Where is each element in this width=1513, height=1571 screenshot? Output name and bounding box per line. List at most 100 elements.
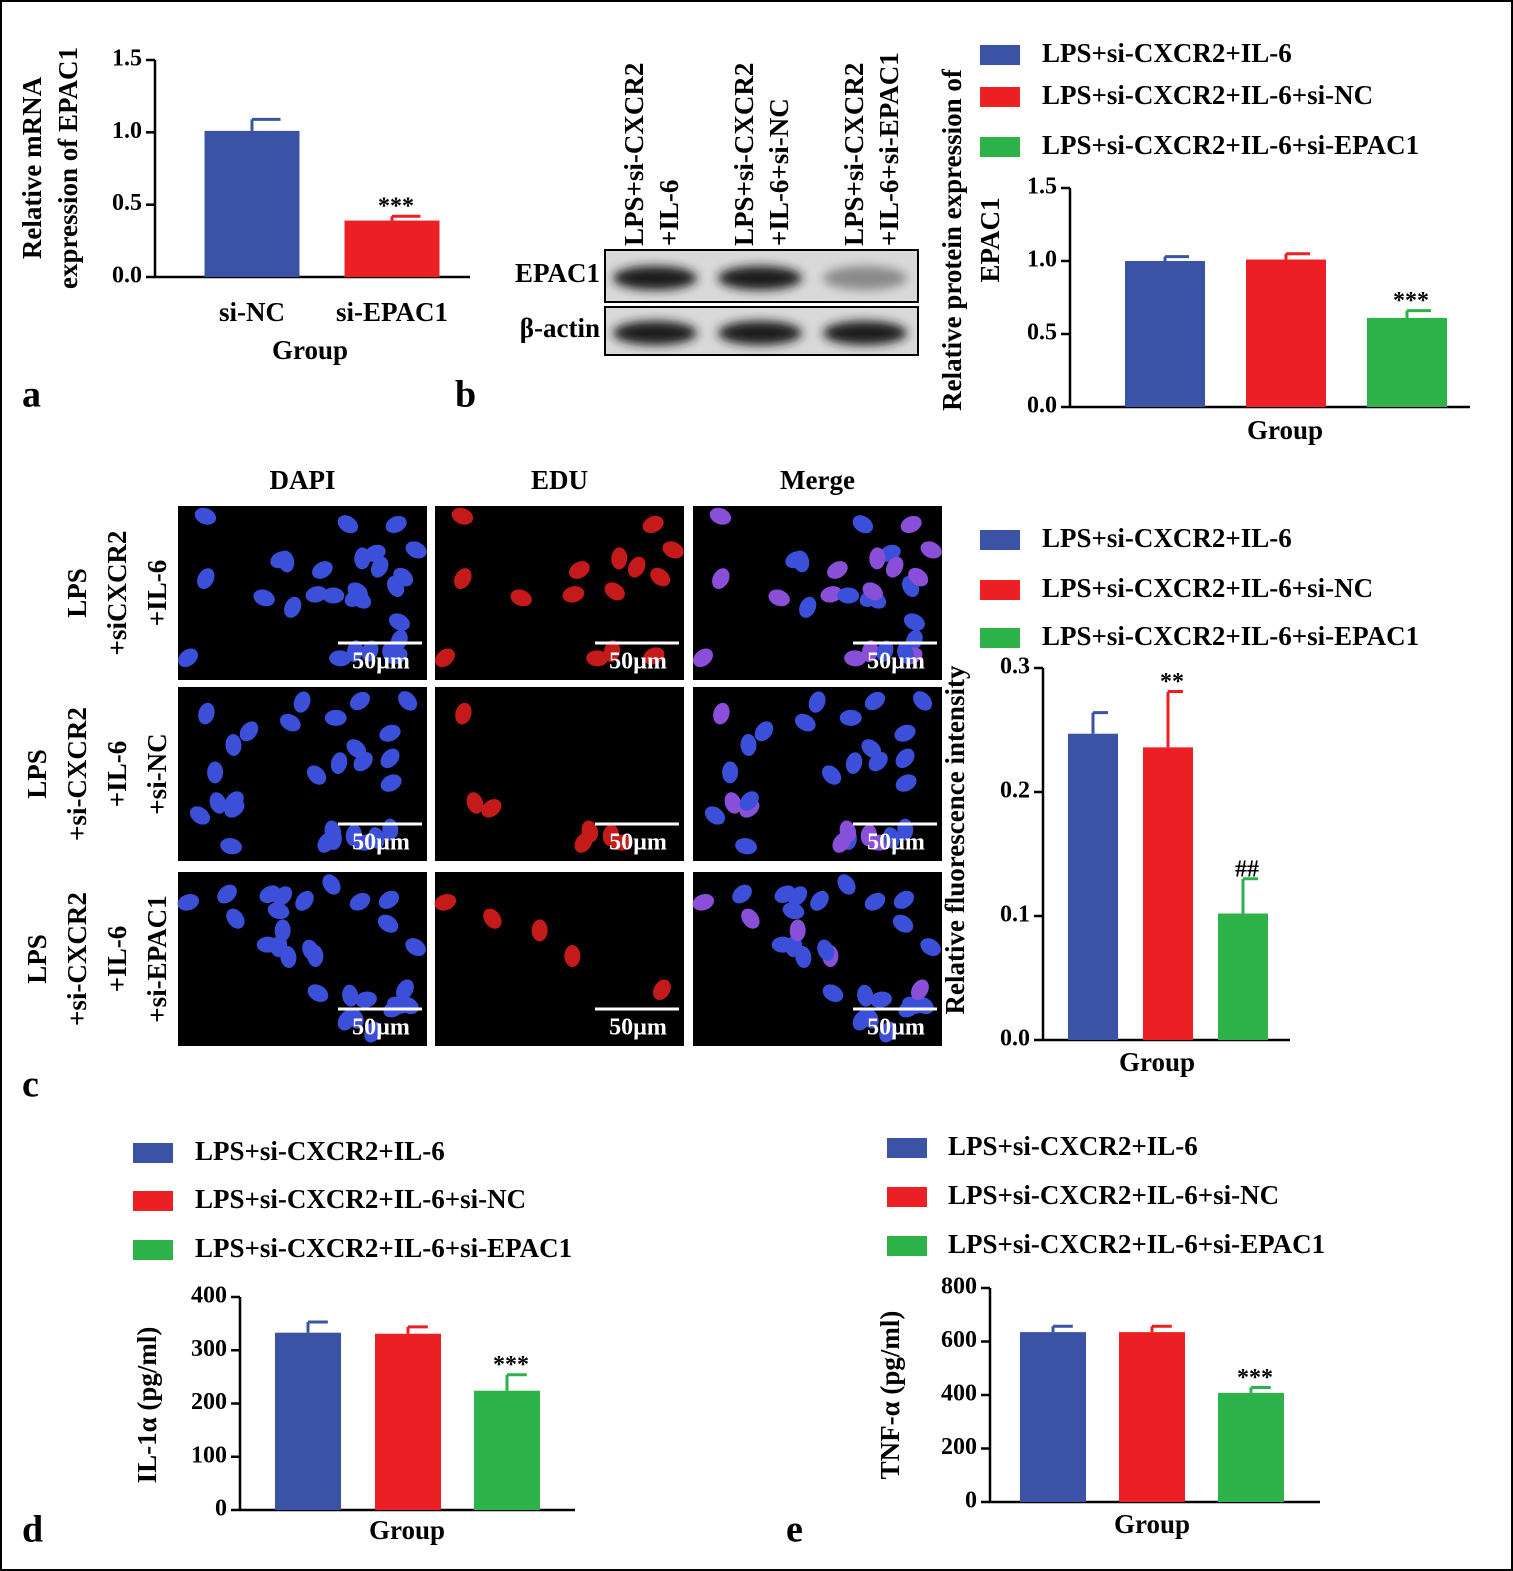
bar [375,1333,441,1510]
nucleus [642,515,664,534]
nucleus [307,765,327,785]
legend-swatch [887,1236,927,1256]
nucleus [662,541,684,559]
nucleus [876,640,894,662]
nucleus [329,650,352,667]
y-tick-label: 1.0 [1027,247,1057,273]
row-label: +si-NC [142,733,172,814]
panel-label: a [22,374,41,416]
x-tick-label: si-EPAC1 [336,297,448,327]
bar [275,1332,341,1510]
scale-bar-label: 50µm [867,830,925,856]
column-label: EDU [531,465,588,495]
nucleus [604,582,625,601]
nucleus [908,567,929,587]
nucleus [722,761,739,784]
nucleus [279,713,301,732]
nucleus [267,902,290,920]
y-tick-label: 0.2 [1000,778,1030,804]
blot-band [718,266,802,290]
x-axis-label: Group [1247,415,1323,445]
lane-label: LPS+si-CXCR2 [619,63,649,246]
nucleus [768,589,790,607]
y-axis-label: EPAC1 [975,198,1005,283]
nucleus [817,939,835,961]
scale-bar-label: 50µm [352,830,410,856]
nucleus [510,589,532,607]
nucleus [920,541,942,559]
legend-swatch [887,1187,927,1207]
bar [1143,747,1193,1040]
bar [474,1390,540,1510]
bar [1367,317,1447,407]
nucleus [347,582,368,601]
y-tick-label: 0.5 [112,190,142,216]
panel-label: b [455,374,476,416]
legend-swatch [887,1138,927,1158]
nucleus [692,893,715,911]
nucleus [305,586,328,603]
nucleus [861,739,882,758]
y-tick-label: 0.1 [1000,902,1030,928]
y-tick-label: 100 [191,1442,227,1468]
legend-swatch [133,1143,173,1163]
legend-label: LPS+si-CXCR2+IL-6+si-EPAC1 [1042,621,1419,651]
nucleus [224,791,244,811]
x-axis-label: Group [272,335,348,365]
nucleus [740,734,757,756]
nucleus [844,650,867,667]
y-tick-label: 0.3 [1000,654,1030,680]
y-axis-label: Relative protein expression of [937,68,967,411]
y-axis-label: TNF-α (pg/ml) [875,1311,905,1480]
nucleus [209,792,227,814]
row-label: +si-CXCR2 [62,892,92,1026]
nucleus [754,721,774,742]
y-axis-label: Relative mRNA [17,76,47,259]
scale-bar-label: 50µm [352,649,410,675]
nucleus [862,582,883,601]
nucleus [920,938,941,956]
error-bar [250,117,281,131]
scale-bar-label: 50µm [352,1015,410,1041]
x-axis-label: Group [1114,1509,1190,1539]
bar [1125,261,1205,407]
bar [1246,259,1326,407]
nucleus [839,709,862,726]
nucleus [364,1021,382,1043]
error-bar [505,1373,527,1391]
nucleus [256,936,279,953]
legend-label: LPS+si-CXCR2+IL-6 [1042,38,1292,68]
row-label: +siCXCR2 [102,531,132,656]
nucleus [900,515,922,534]
lane-label: LPS+si-CXCR2 [839,63,869,246]
nucleus [405,541,427,559]
nucleus [650,567,671,587]
y-tick-label: 0.5 [1027,320,1057,346]
error-bar [1051,1324,1073,1333]
nucleus [342,984,359,1007]
nucleus [602,824,619,847]
nucleus [643,647,665,665]
nucleus [284,596,302,618]
nucleus [198,702,215,725]
y-tick-label: 200 [941,1434,977,1460]
scale-bar-label: 50µm [609,1015,667,1041]
nucleus [879,1021,897,1043]
lane-label: +IL-6 [654,180,684,246]
lane-label: +IL-6+si-EPAC1 [874,52,904,246]
micrograph [435,872,684,1046]
y-tick-label: 300 [191,1336,227,1362]
nucleus [704,806,726,825]
panel-label: e [786,1509,803,1551]
nucleus [771,936,794,953]
nucleus [380,748,400,769]
nucleus [259,885,281,903]
nucleus [322,587,345,604]
nucleus [832,832,851,853]
y-axis-label: expression of EPAC1 [53,47,83,289]
error-bar [1150,1324,1172,1333]
nucleus [799,596,817,618]
nucleus [808,691,826,713]
nucleus [349,691,371,711]
scale-bar-label: 50µm [867,649,925,675]
